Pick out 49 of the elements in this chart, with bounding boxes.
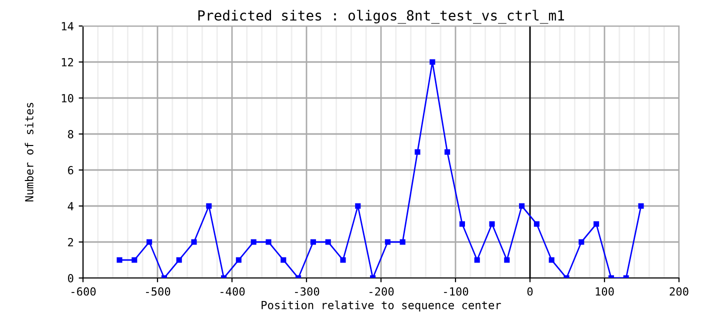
point xyxy=(638,203,644,209)
point xyxy=(578,239,584,245)
x-tick-label: -200 xyxy=(370,287,394,296)
point xyxy=(430,59,436,65)
y-tick-label: 2 xyxy=(68,238,74,246)
x-tick-label: -300 xyxy=(295,287,320,296)
y-axis-title: Number of sites xyxy=(24,102,34,202)
point xyxy=(489,221,495,227)
point xyxy=(534,221,540,227)
point xyxy=(116,257,122,263)
x-tick-label: 200 xyxy=(670,287,688,296)
point xyxy=(355,203,361,209)
point xyxy=(400,239,406,245)
point xyxy=(384,239,390,245)
point xyxy=(176,257,182,263)
x-tick-label: 100 xyxy=(596,287,614,296)
y-tick-label: 8 xyxy=(68,130,74,138)
point xyxy=(340,257,346,263)
x-tick-label: -400 xyxy=(220,287,245,296)
point xyxy=(191,239,197,245)
y-tick-label: 12 xyxy=(62,58,74,66)
point xyxy=(444,149,450,155)
point xyxy=(459,221,465,227)
point xyxy=(310,239,316,245)
point xyxy=(474,257,480,263)
y-tick-label: 0 xyxy=(68,274,74,282)
x-axis-title: Position relative to sequence center xyxy=(262,300,501,312)
y-tick-label: 4 xyxy=(68,202,74,210)
point xyxy=(266,239,272,245)
y-tick-label: 6 xyxy=(68,166,74,174)
point xyxy=(280,257,286,263)
point xyxy=(132,257,138,263)
x-tick-label: -100 xyxy=(444,287,468,296)
x-tick-label: -500 xyxy=(146,287,170,296)
point xyxy=(206,203,212,209)
y-tick-label: 10 xyxy=(62,94,74,102)
point xyxy=(519,203,525,209)
point xyxy=(146,239,152,245)
point xyxy=(414,149,420,155)
chart-title: Predicted sites : oligos_8nt_test_vs_ctrl_m1 xyxy=(198,10,564,24)
point xyxy=(250,239,256,245)
point xyxy=(236,257,242,263)
x-tick-label: -600 xyxy=(72,287,96,296)
point xyxy=(548,257,554,263)
point xyxy=(594,221,600,227)
y-tick-label: 14 xyxy=(62,22,74,30)
point xyxy=(504,257,510,263)
x-tick-label: 0 xyxy=(527,287,533,296)
point xyxy=(325,239,331,245)
